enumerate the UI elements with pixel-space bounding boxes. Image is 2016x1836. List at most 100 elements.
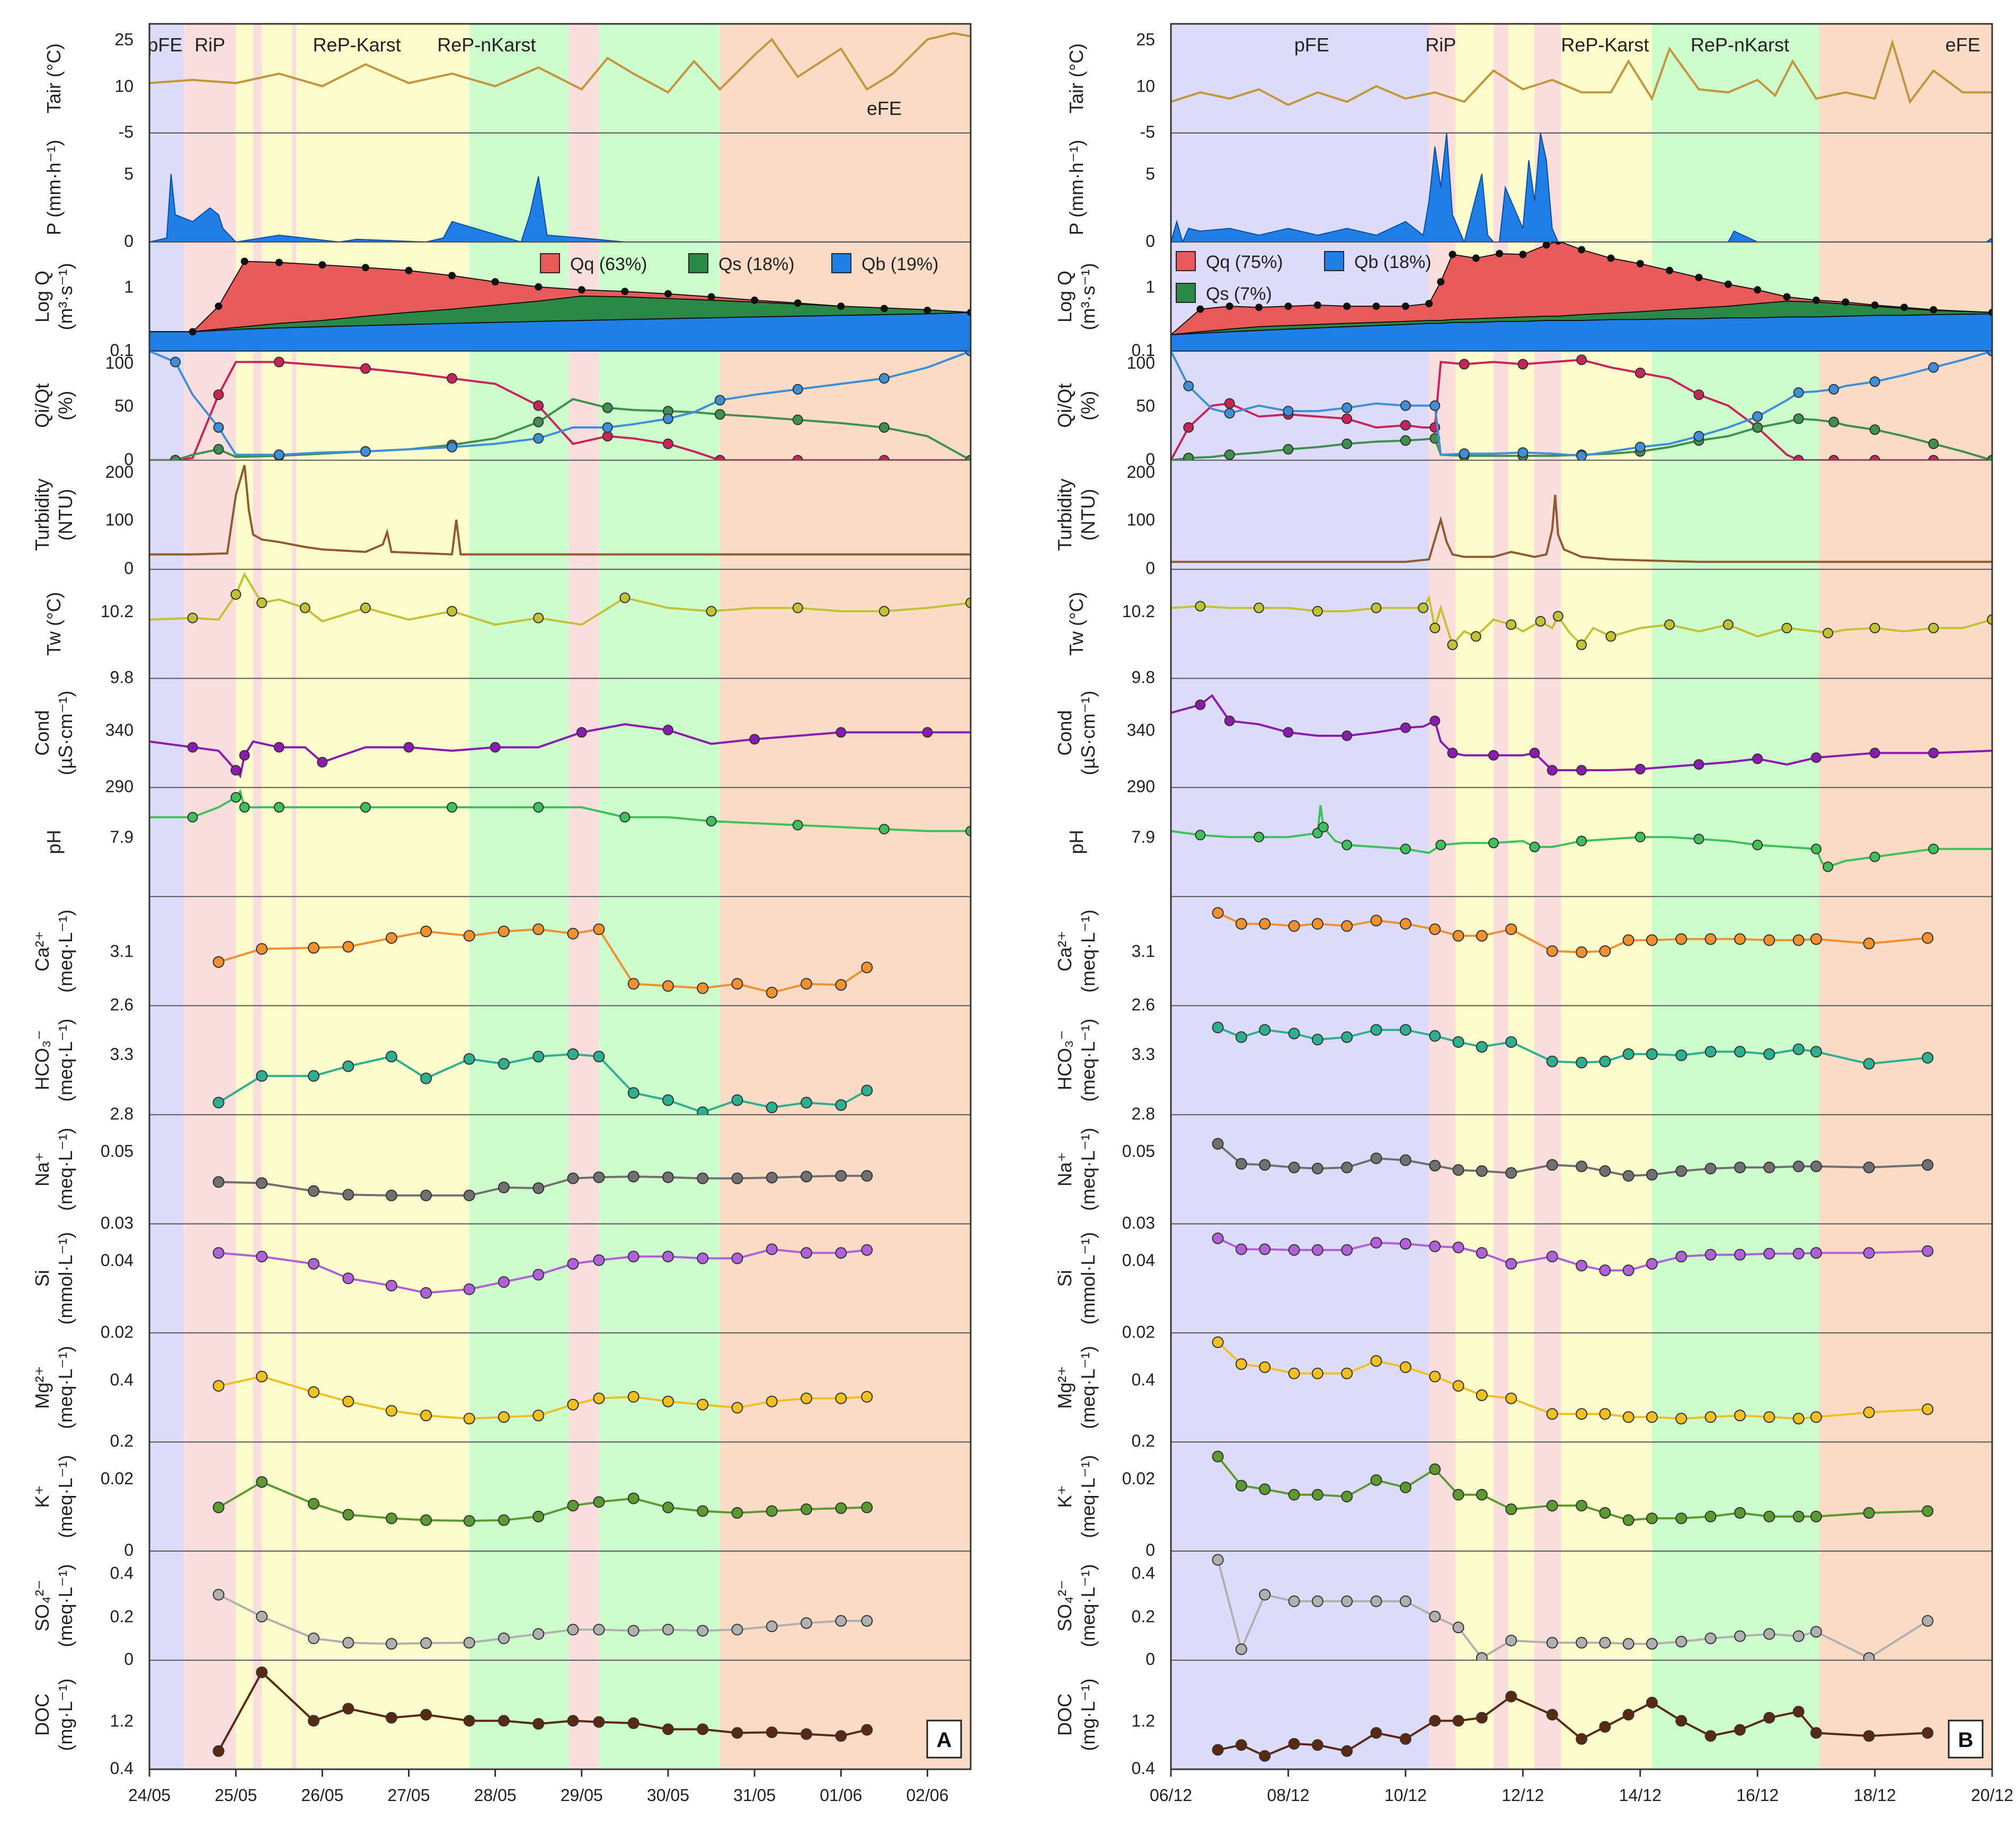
k-point — [532, 1510, 545, 1522]
ca-point — [385, 932, 397, 944]
cond-point — [230, 765, 242, 776]
hco3-point — [627, 1087, 640, 1099]
ph-point — [965, 825, 971, 836]
plot-frame — [1170, 23, 1993, 1770]
tw-point — [447, 605, 458, 617]
ca-point — [1505, 923, 1517, 935]
row-q: 1 0.1 Log Q (m³·s⁻¹) — [1054, 242, 1992, 360]
discharge-point — [1607, 254, 1615, 262]
mg-point — [1810, 1411, 1822, 1423]
na-point — [1622, 1170, 1635, 1182]
doc-point — [1288, 1737, 1300, 1750]
ca-point — [1599, 945, 1611, 957]
doc-point — [1370, 1727, 1382, 1739]
series-area — [1171, 594, 1992, 650]
so4-point — [1763, 1628, 1775, 1640]
fraction-point-qb — [662, 413, 673, 424]
na-point — [1922, 1159, 1934, 1171]
mg-point — [697, 1398, 709, 1411]
doc-point — [1734, 1724, 1746, 1736]
fraction-point-qq — [1828, 454, 1840, 460]
series-area — [1171, 805, 1992, 872]
si-point — [1810, 1247, 1822, 1259]
series-area — [1171, 495, 1992, 563]
hco3-point — [256, 1070, 268, 1082]
x-axis: 06/12 08/12 10/12 12/12 14/12 16/12 18/12 20/12 — [1150, 1769, 2013, 1805]
discharge-point — [1472, 254, 1480, 262]
mg-point — [1863, 1406, 1875, 1419]
na-point — [801, 1171, 812, 1183]
na-point — [308, 1185, 319, 1197]
x-tick-label: 06/12 — [1150, 1786, 1192, 1805]
fraction-point-qb — [1793, 387, 1804, 398]
so4-point — [385, 1638, 397, 1650]
fraction-point-qs — [965, 454, 971, 460]
doc-point — [256, 1666, 268, 1678]
na-point — [1810, 1160, 1822, 1172]
ca-point — [1288, 920, 1300, 932]
fraction-point-qb — [360, 446, 371, 457]
y-tick-label: 5 — [124, 164, 134, 183]
mg-point — [342, 1395, 354, 1407]
na-point — [1763, 1161, 1775, 1173]
discharge-point — [1284, 302, 1292, 310]
series-area — [212, 1243, 873, 1299]
hco3-point — [697, 1106, 709, 1115]
series-area — [212, 1476, 873, 1527]
fraction-line-qb — [1171, 351, 1992, 457]
y-tick-label: 3.1 — [110, 941, 134, 960]
hco3-point — [1370, 1024, 1382, 1036]
x-tick-label: 28/05 — [474, 1786, 517, 1805]
phase-label: ReP-Karst — [313, 34, 401, 56]
discharge-point — [621, 288, 629, 296]
fraction-point-qq — [1635, 368, 1646, 378]
so4-point — [1863, 1652, 1875, 1661]
y-axis-label: HCO₃⁻ — [1054, 1030, 1076, 1091]
cond-point — [1576, 765, 1587, 776]
tw-point — [1254, 602, 1265, 613]
si-point — [1259, 1243, 1271, 1255]
fraction-point-qb — [1752, 411, 1763, 422]
si-point — [1922, 1245, 1934, 1257]
fraction-point-qq — [533, 400, 544, 411]
ph-point — [706, 816, 717, 827]
ph-point — [878, 824, 890, 835]
x-tick-label: 12/12 — [1502, 1786, 1544, 1805]
y-axis-label: Tair (°C) — [43, 43, 65, 113]
cond-point — [1869, 747, 1880, 759]
discharge-point — [880, 305, 888, 313]
fraction-point-qq — [792, 454, 803, 460]
y-axis-label: (meq·L⁻¹) — [1077, 1564, 1099, 1647]
fraction-point-qb — [714, 395, 725, 406]
phase-label: eFE — [1946, 34, 1981, 56]
phase-label: ReP-nKarst — [1691, 34, 1789, 56]
ph-point — [1823, 861, 1833, 872]
so4-point — [1704, 1632, 1717, 1644]
fraction-point-qb — [1429, 400, 1441, 411]
na-point — [766, 1172, 778, 1184]
y-axis-label: DOC — [31, 1694, 53, 1736]
y-tick-label: -5 — [1140, 122, 1155, 141]
mg-point — [1576, 1408, 1587, 1420]
y-tick-label: 0.05 — [101, 1142, 134, 1161]
y-axis-label: Ca²⁺ — [31, 931, 53, 972]
x-tick-label: 27/05 — [387, 1786, 430, 1805]
discharge-point — [448, 272, 456, 280]
fraction-point-qs — [1283, 444, 1294, 455]
doc-point — [697, 1723, 709, 1735]
y-tick-label: 0 — [1145, 1540, 1155, 1559]
phase-label: ReP-nKarst — [437, 34, 536, 56]
y-tick-label: 100 — [1127, 510, 1155, 529]
y-axis-label: Turbidity — [1054, 478, 1076, 551]
y-tick-label: 50 — [114, 396, 134, 415]
cond-point — [1928, 747, 1939, 759]
y-tick-label: 2.8 — [1132, 1104, 1155, 1123]
row-turbidity: 200 100 0 Turbidity (NTU) — [1054, 462, 1992, 578]
mg-point — [308, 1386, 319, 1398]
si-point — [697, 1252, 709, 1264]
phase-labels: pFE RiP ReP-Karst ReP-nKarst eFE — [147, 34, 902, 119]
so4-point — [1675, 1636, 1688, 1648]
tw-point — [1928, 622, 1939, 634]
y-axis-label: K⁺ — [31, 1485, 53, 1508]
